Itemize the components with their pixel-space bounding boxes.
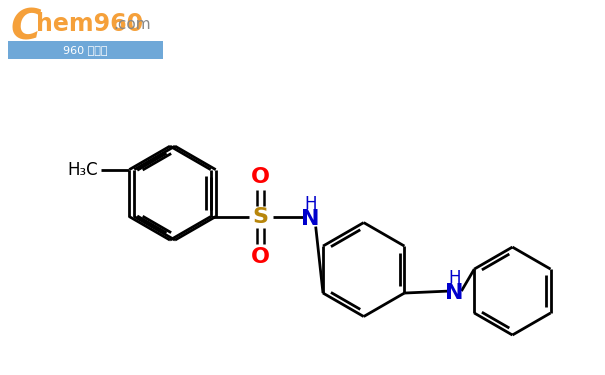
Bar bbox=[8, 5, 163, 57]
Text: N: N bbox=[301, 209, 320, 229]
Text: N: N bbox=[445, 283, 463, 303]
Text: C: C bbox=[10, 6, 41, 48]
Text: O: O bbox=[251, 166, 270, 187]
Text: S: S bbox=[253, 207, 269, 226]
Text: 960 化工网: 960 化工网 bbox=[64, 45, 108, 55]
Text: H: H bbox=[304, 195, 317, 213]
Text: H₃C: H₃C bbox=[68, 160, 98, 178]
Text: .com: .com bbox=[113, 17, 151, 32]
Bar bbox=[8, 41, 163, 59]
Text: hem960: hem960 bbox=[36, 12, 143, 36]
Text: H: H bbox=[448, 269, 460, 287]
Text: O: O bbox=[251, 247, 270, 267]
